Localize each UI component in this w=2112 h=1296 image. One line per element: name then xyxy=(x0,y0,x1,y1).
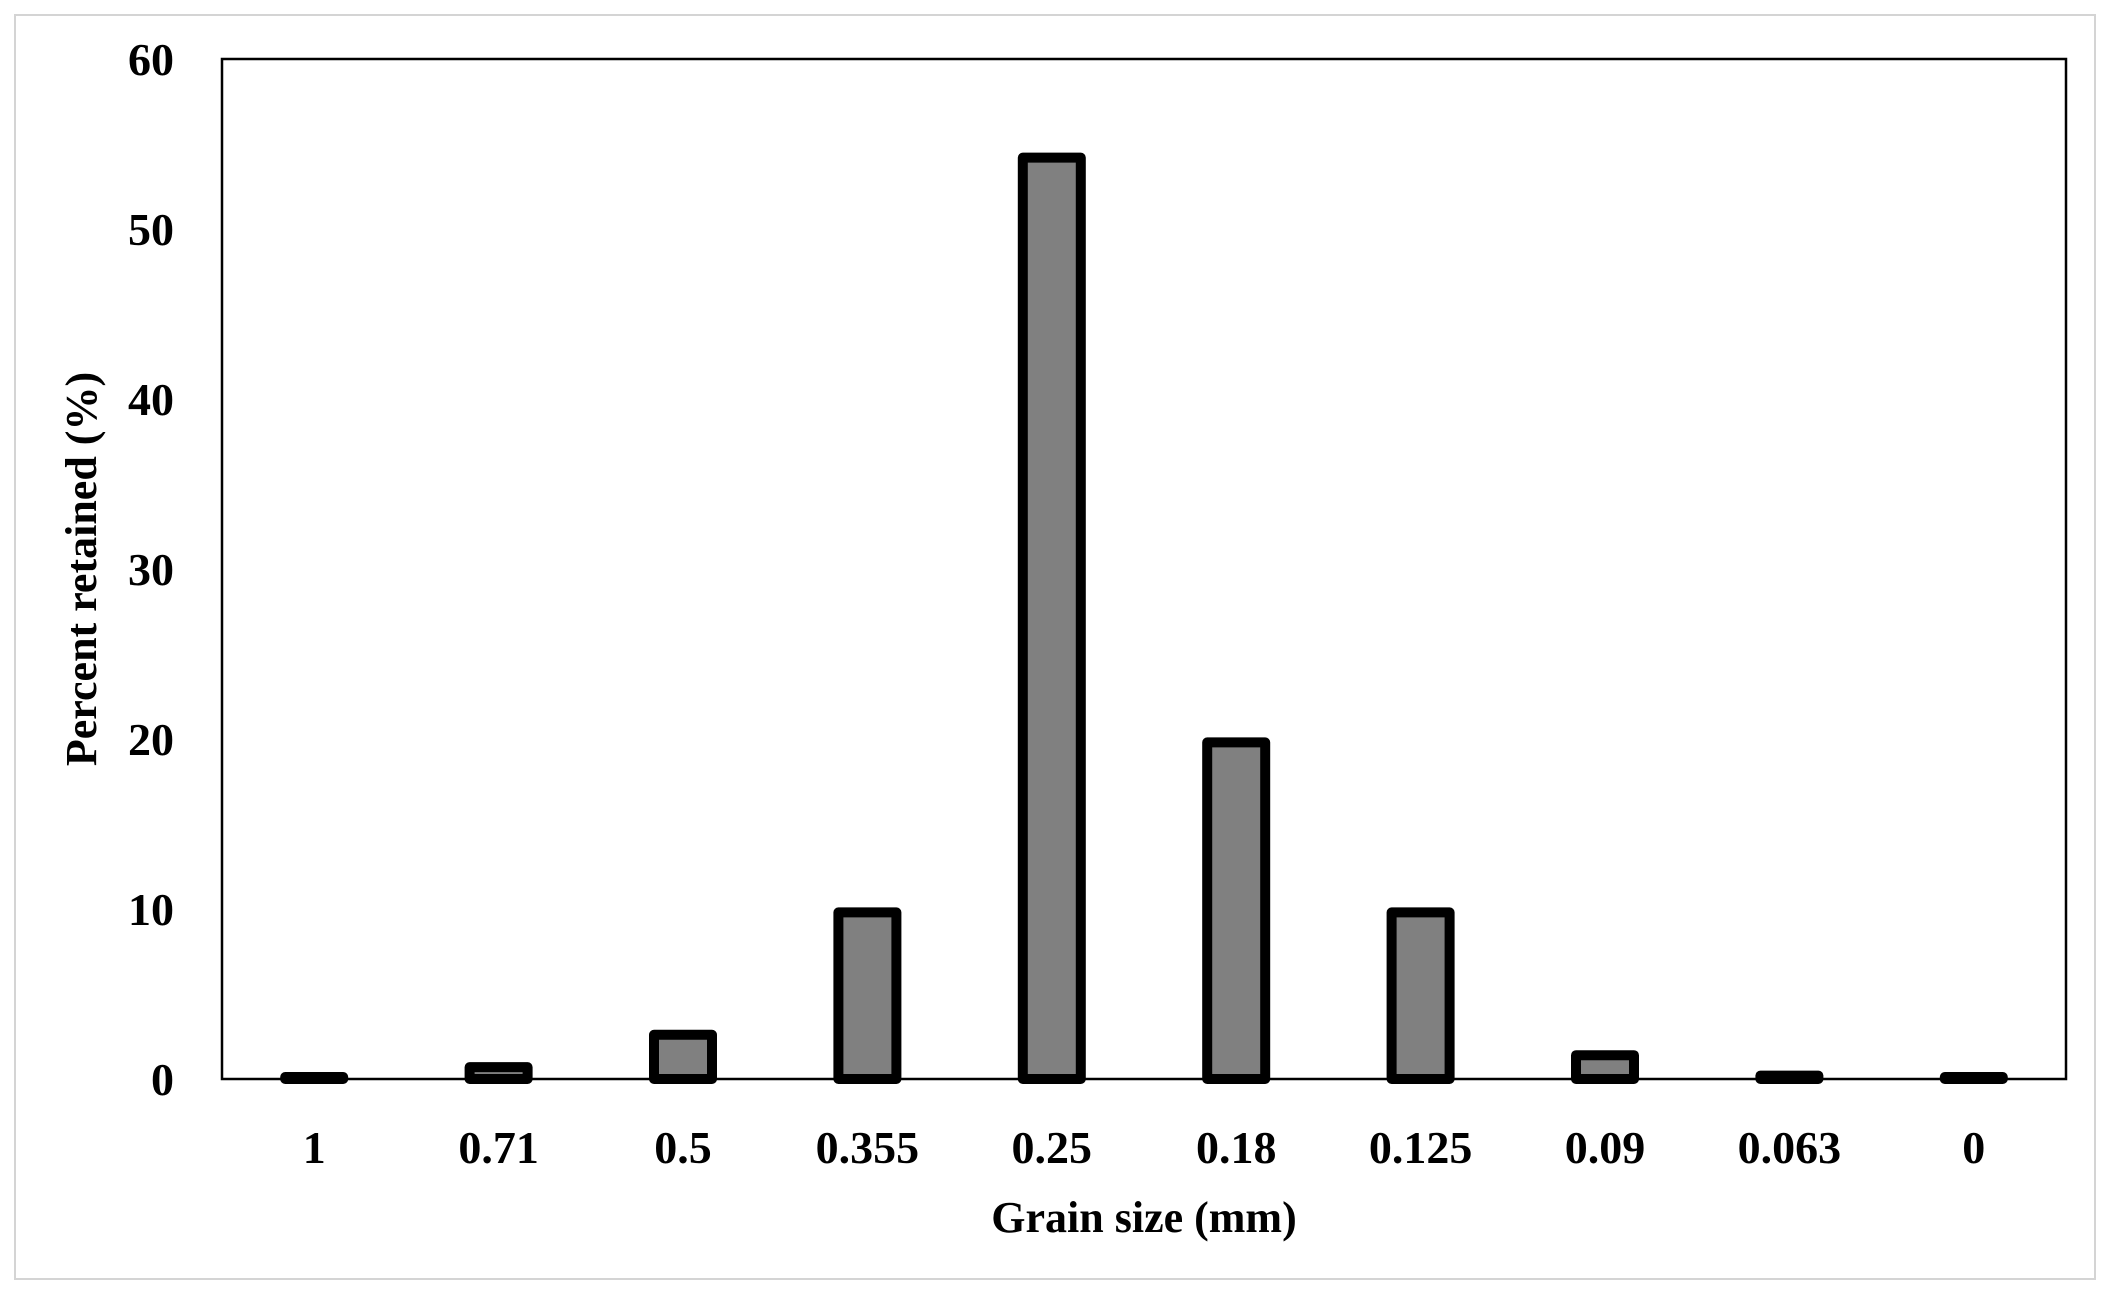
x-tick-label: 0.18 xyxy=(1196,1122,1277,1173)
y-axis-label: Percent retained (%) xyxy=(57,372,106,766)
x-tick-label: 1 xyxy=(303,1122,326,1173)
bar-0.25 xyxy=(1017,152,1086,1085)
x-tick-label: 0.25 xyxy=(1012,1122,1093,1173)
bar-0.18 xyxy=(1202,737,1271,1085)
y-tick-label: 40 xyxy=(128,374,174,425)
x-tick-label: 0.063 xyxy=(1738,1122,1842,1173)
bar-0.71 xyxy=(464,1062,533,1084)
bar-0.355 xyxy=(833,907,902,1085)
x-tick-label: 0 xyxy=(1962,1122,1985,1173)
y-tick-labels: 0 10 20 30 40 50 60 xyxy=(128,34,174,1105)
x-tick-label: 0.125 xyxy=(1369,1122,1473,1173)
y-tick-label: 0 xyxy=(151,1054,174,1105)
y-tick-label: 50 xyxy=(128,204,174,255)
bar-0 xyxy=(1939,1072,2008,1084)
y-tick-label: 30 xyxy=(128,544,174,595)
x-tick-label: 0.09 xyxy=(1565,1122,1646,1173)
bar-0.125 xyxy=(1386,907,1455,1085)
bars xyxy=(280,152,2008,1085)
y-tick-label: 10 xyxy=(128,884,174,935)
plot-border xyxy=(220,57,2068,1081)
bar-0.063 xyxy=(1755,1070,1824,1084)
y-tick-label: 60 xyxy=(128,34,174,85)
x-tick-label: 0.355 xyxy=(816,1122,920,1173)
bar-1 xyxy=(280,1072,349,1084)
y-tick-label: 20 xyxy=(128,714,174,765)
x-tick-label: 0.5 xyxy=(654,1122,712,1173)
x-tick-labels: 1 0.71 0.5 0.355 0.25 0.18 0.125 0.09 0.063 0 xyxy=(303,1122,1986,1173)
x-axis-label: Grain size (mm) xyxy=(991,1193,1296,1242)
bar-0.5 xyxy=(649,1029,717,1085)
bar-0.09 xyxy=(1571,1050,1639,1084)
x-tick-label: 0.71 xyxy=(458,1122,539,1173)
plot-area xyxy=(220,57,2068,1081)
